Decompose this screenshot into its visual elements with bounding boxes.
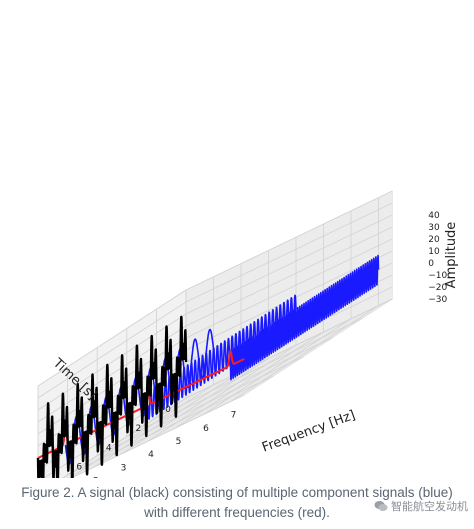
x-tick-label: 6	[76, 463, 82, 473]
y-axis-label: Frequency [Hz]	[260, 408, 357, 456]
y-tick-label: 7	[231, 411, 237, 421]
y-tick-label: 6	[203, 424, 209, 434]
z-tick-label: −30	[428, 295, 447, 305]
grid-line-frequency	[147, 344, 297, 442]
grid-line-frequency	[120, 358, 269, 455]
y-tick-label: 3	[121, 463, 127, 473]
wechat-logo-icon	[374, 501, 388, 511]
grid-line-amplitude	[185, 226, 393, 327]
z-tick-label: −10	[428, 271, 447, 281]
grid-line-amplitude	[185, 214, 393, 315]
z-tick-label: 30	[428, 223, 440, 233]
series-line-component-1hz	[64, 328, 215, 465]
x-tick-label: 4	[106, 443, 112, 453]
grid-line-amplitude	[185, 190, 393, 291]
z-tick-label: 20	[428, 235, 440, 245]
grid-line-frequency	[175, 331, 324, 429]
y-tick-label: 2	[93, 477, 99, 478]
z-tick-label: 40	[428, 211, 440, 221]
z-tick-label: 0	[428, 259, 434, 269]
y-tick-label: 5	[176, 437, 182, 447]
figure-caption: Figure 2. A signal (black) consisting of…	[0, 483, 474, 523]
caption-line-1: Figure 2. A signal (black) consisting of…	[21, 485, 453, 500]
watermark-text: 智能航空发动机	[391, 500, 468, 513]
grid-line-frequency	[202, 318, 352, 416]
z-axis-label: Amplitude	[444, 222, 459, 289]
grid-line-amplitude	[185, 202, 393, 303]
grid-line-frequency	[230, 305, 379, 402]
y-tick-label: 4	[148, 450, 154, 460]
z-tick-label: 10	[428, 247, 440, 257]
grid-line-amplitude	[185, 298, 393, 399]
x-tick-label: 2	[136, 424, 142, 434]
grid-line-time	[156, 317, 363, 418]
grid-line-amplitude-side	[37, 289, 187, 387]
watermark: 智能航空发动机	[374, 498, 468, 514]
grid-line-amplitude	[185, 238, 393, 339]
x-tick-label: 0	[165, 405, 171, 415]
series-line-signal	[36, 315, 188, 505]
grid-line-frequency	[65, 384, 214, 482]
grid-line-amplitude-side	[37, 301, 187, 399]
z-tick-label: −20	[428, 283, 447, 293]
caption-line-2: with different frequencies (red).	[144, 505, 330, 520]
grid-line-amplitude	[185, 250, 393, 351]
